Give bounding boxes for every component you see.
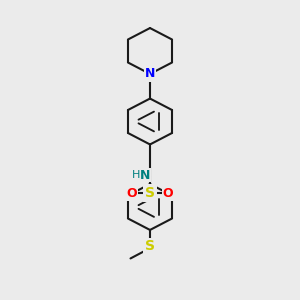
Text: S: S (145, 239, 155, 254)
Text: N: N (140, 169, 151, 182)
Text: O: O (163, 187, 173, 200)
Text: H: H (132, 170, 141, 180)
Text: N: N (145, 68, 155, 80)
Text: S: S (145, 186, 155, 200)
Text: O: O (127, 187, 137, 200)
